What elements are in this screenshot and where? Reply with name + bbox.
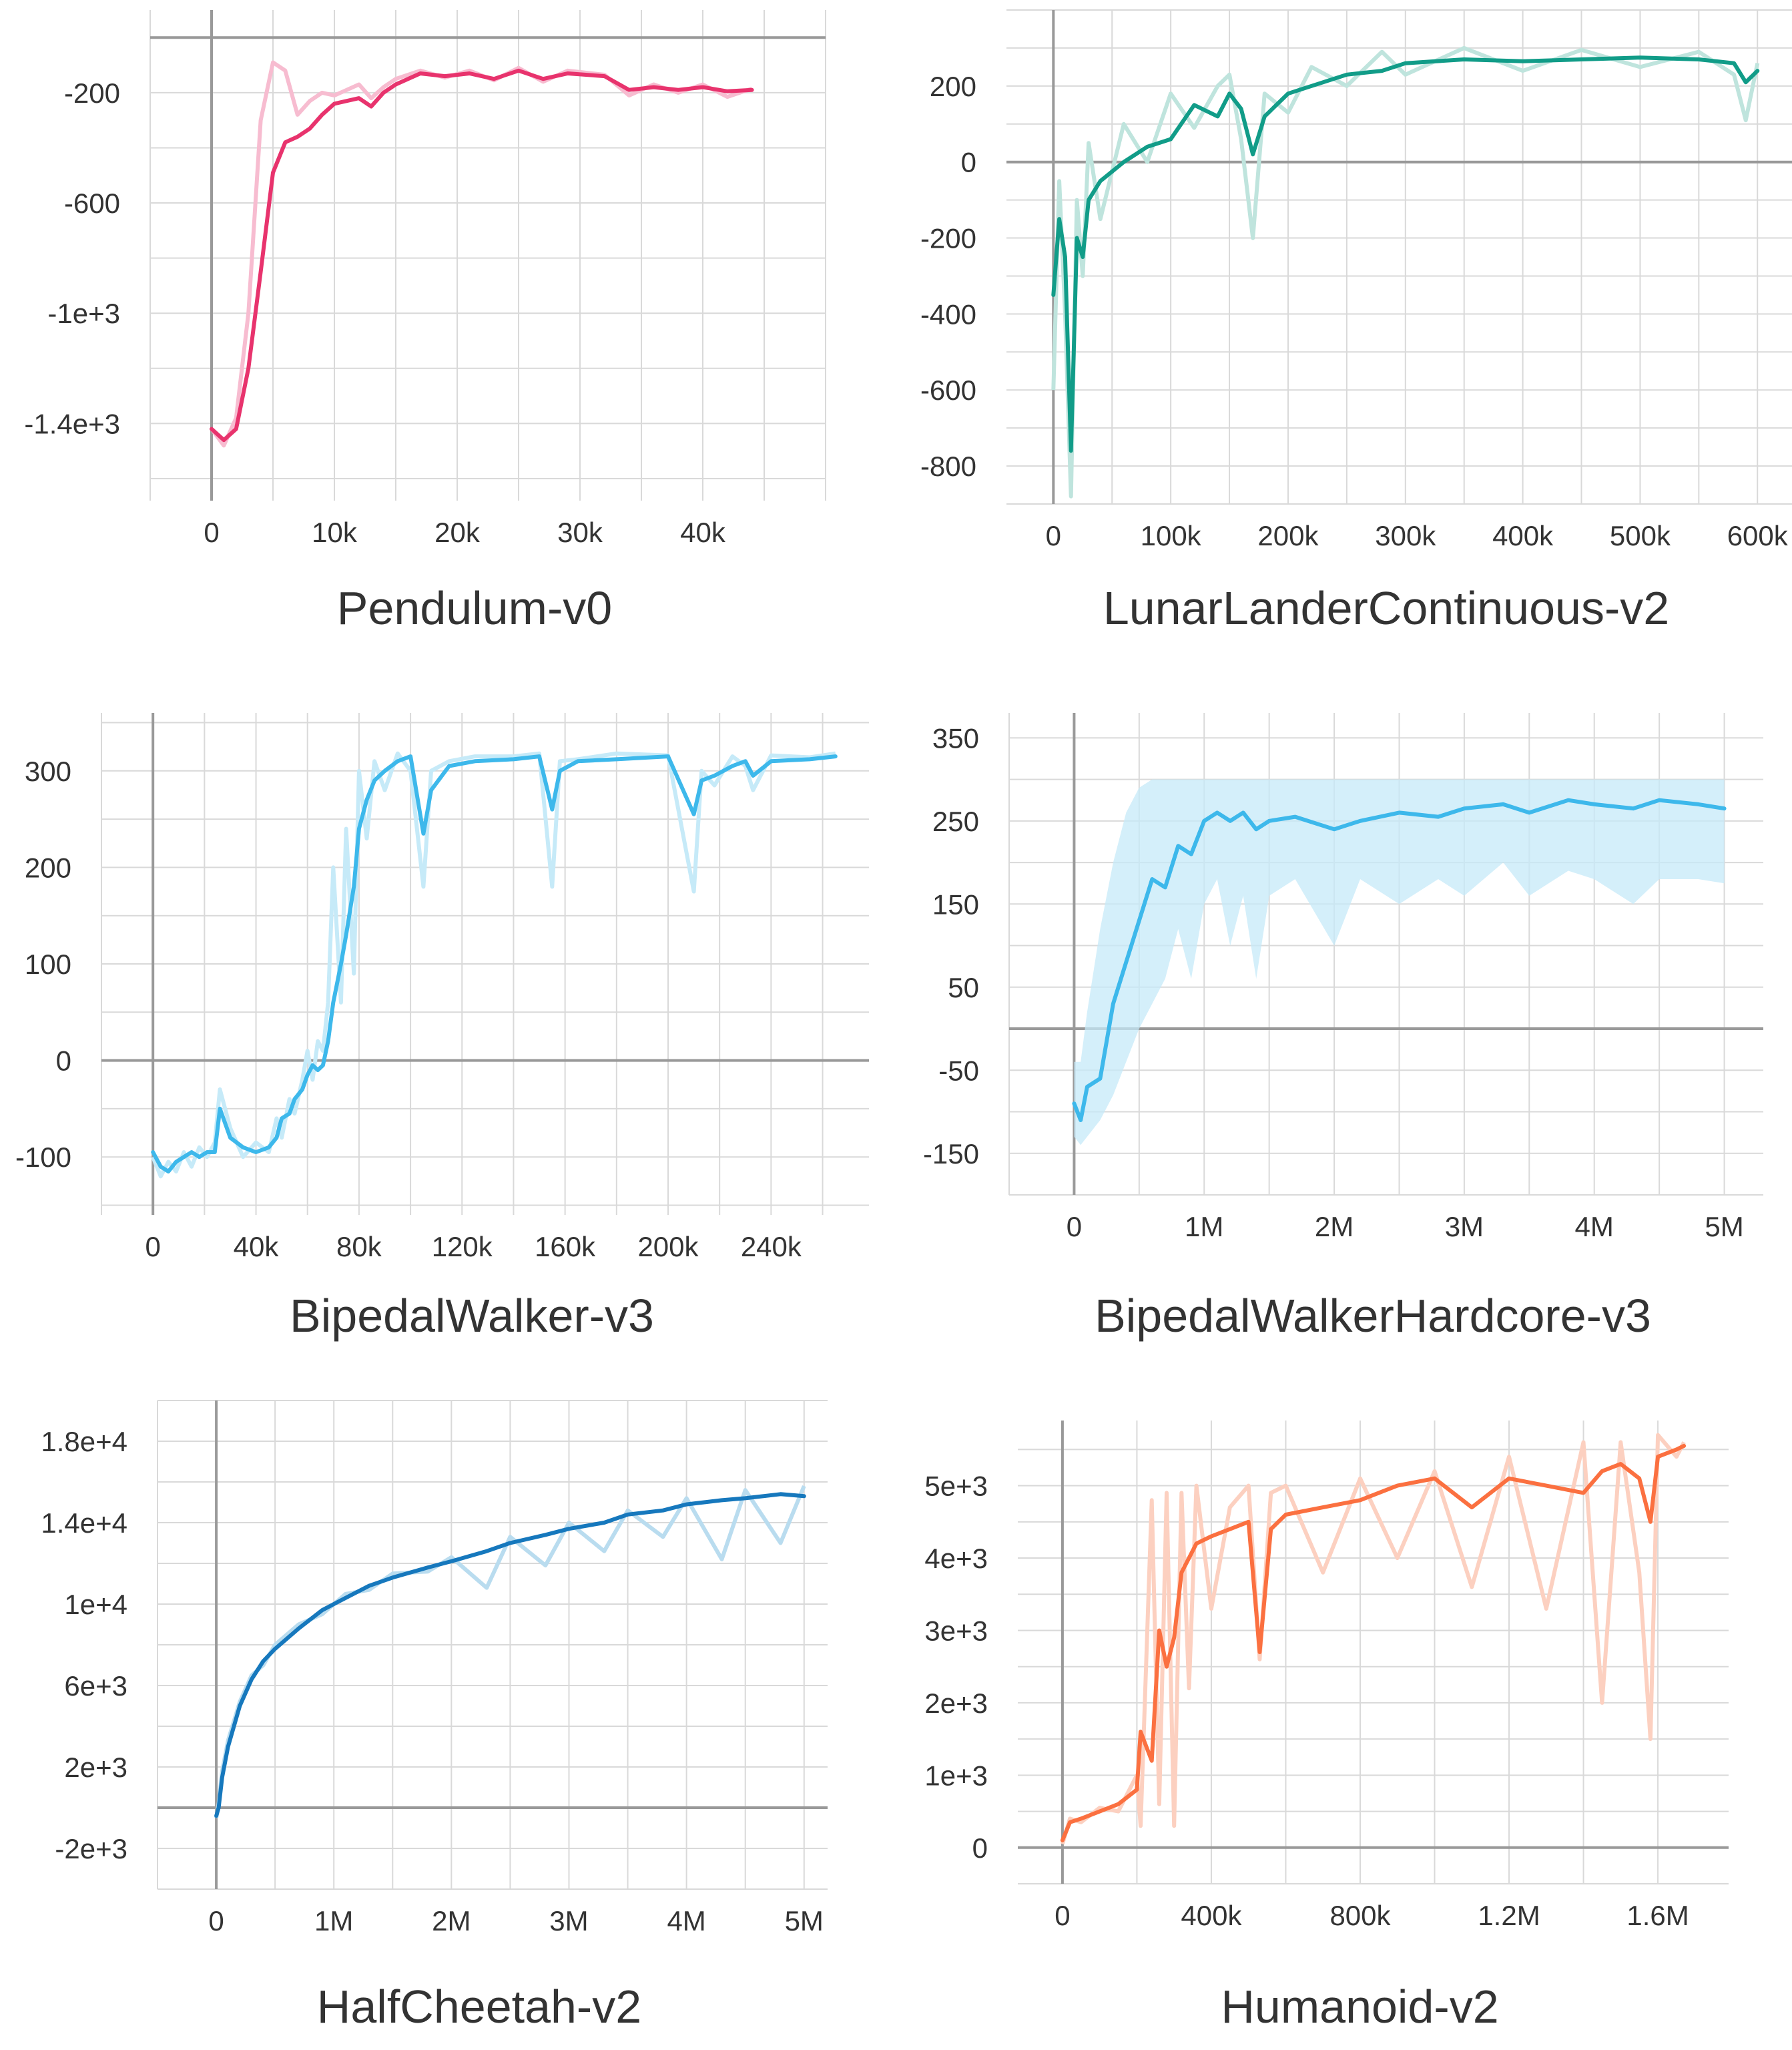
y-tick-label: -1e+3 xyxy=(47,298,120,329)
x-tick-label: 300k xyxy=(1375,520,1436,551)
y-tick-label: -600 xyxy=(920,374,976,406)
y-tick-label: -600 xyxy=(64,188,120,219)
x-tick-label: 40k xyxy=(234,1231,280,1262)
series-line xyxy=(1072,798,1727,1122)
x-tick-label: 80k xyxy=(336,1231,382,1262)
x-tick-label: 0 xyxy=(208,1905,224,1937)
chart-panel-1: 0 10k 20k 30k 40k -1.4e+3 -1e+3 -600 -200 Pendulu… xyxy=(24,10,826,634)
y-tick-label: -200 xyxy=(64,77,120,109)
series-line xyxy=(1051,55,1760,453)
x-tick-label: 100k xyxy=(1141,520,1202,551)
chart-panel-6: 0 400k 800k 1.2M 1.6M 0 1e+3 2e+3 3e+3 4e+3 5e+3 Hu… xyxy=(924,1421,1729,2033)
chart-title: BipedalWalker-v3 xyxy=(290,1290,654,1342)
chart-panel-3: 0 40k 80k 120k 160k 200k 240k -100 0 100 200 300 Bip… xyxy=(15,713,869,1342)
x-tick-label: 160k xyxy=(535,1231,596,1262)
x-tick-label: 0 xyxy=(145,1231,161,1262)
chart-title: HalfCheetah-v2 xyxy=(317,1981,641,2033)
y-tick-label: -2e+3 xyxy=(55,1833,127,1864)
y-tick-label: 150 xyxy=(932,888,979,920)
series-line xyxy=(1060,1444,1687,1842)
x-tick-label: 800k xyxy=(1329,1900,1391,1931)
x-tick-label: 5M xyxy=(785,1905,824,1937)
x-tick-label: 0 xyxy=(1067,1211,1082,1242)
x-tick-label: 500k xyxy=(1610,520,1671,551)
y-tick-label: -1.4e+3 xyxy=(24,408,120,439)
x-tick-label: 400k xyxy=(1181,1900,1242,1931)
y-tick-label: 2e+3 xyxy=(64,1752,127,1783)
x-tick-label: 40k xyxy=(680,517,726,548)
y-tick-label: -100 xyxy=(15,1141,71,1173)
x-tick-label: 200k xyxy=(1257,520,1319,551)
y-tick-label: 1.4e+4 xyxy=(41,1507,127,1539)
chart-title: BipedalWalkerHardcore-v3 xyxy=(1095,1290,1651,1342)
x-tick-label: 30k xyxy=(557,517,603,548)
y-tick-label: -200 xyxy=(920,223,976,254)
y-tick-label: 50 xyxy=(948,972,979,1003)
x-tick-label: 10k xyxy=(312,517,358,548)
series-band xyxy=(1074,779,1725,1145)
x-tick-label: 4M xyxy=(667,1905,705,1937)
x-tick-label: 400k xyxy=(1492,520,1554,551)
x-tick-label: 1M xyxy=(1185,1211,1223,1242)
x-tick-label: 1M xyxy=(314,1905,353,1937)
chart-title: LunarLanderContinuous-v2 xyxy=(1103,582,1669,634)
series-line xyxy=(210,68,754,443)
x-tick-label: 3M xyxy=(549,1905,588,1937)
chart-panel-5: 0 1M 2M 3M 4M 5M -2e+3 2e+3 6e+3 1e+4 1.4e+4 1.8e+4… xyxy=(41,1400,828,2033)
y-tick-label: 1e+4 xyxy=(64,1589,127,1620)
y-tick-label: 0 xyxy=(961,147,976,178)
y-tick-label: -400 xyxy=(920,298,976,330)
y-tick-label: 0 xyxy=(56,1045,71,1077)
chart-title: Pendulum-v0 xyxy=(337,582,612,634)
x-tick-label: 2M xyxy=(1315,1211,1354,1242)
y-tick-label: 5e+3 xyxy=(924,1471,988,1502)
series-line xyxy=(214,1492,806,1818)
series-raw-line xyxy=(1061,1433,1686,1845)
x-tick-label: 0 xyxy=(204,517,219,548)
y-tick-label: -800 xyxy=(920,451,976,482)
x-tick-label: 0 xyxy=(1046,520,1061,551)
x-tick-label: 200k xyxy=(637,1231,699,1262)
y-tick-label: -150 xyxy=(923,1138,979,1170)
x-tick-label: 1.6M xyxy=(1626,1900,1689,1931)
x-tick-label: 2M xyxy=(432,1905,471,1937)
y-tick-label: 2e+3 xyxy=(924,1688,988,1719)
series-raw-line xyxy=(1051,45,1760,499)
chart-title: Humanoid-v2 xyxy=(1221,1981,1498,2033)
y-tick-label: 350 xyxy=(932,722,979,754)
y-tick-label: 6e+3 xyxy=(64,1670,127,1702)
y-tick-label: 200 xyxy=(930,71,976,102)
y-tick-label: 250 xyxy=(932,806,979,837)
y-tick-label: 4e+3 xyxy=(924,1543,988,1574)
y-tick-label: 200 xyxy=(25,852,71,883)
y-tick-label: 300 xyxy=(25,756,71,787)
series-raw-line xyxy=(210,60,753,448)
x-tick-label: 1.2M xyxy=(1478,1900,1540,1931)
x-tick-label: 3M xyxy=(1445,1211,1484,1242)
x-tick-label: 4M xyxy=(1575,1211,1614,1242)
x-tick-label: 240k xyxy=(741,1231,802,1262)
x-tick-label: 600k xyxy=(1727,520,1789,551)
y-tick-label: 1e+3 xyxy=(924,1760,988,1791)
chart-panel-4: 0 1M 2M 3M 4M 5M -150 -50 50 150 250 350 BipedalWalk… xyxy=(923,713,1763,1342)
y-tick-label: -50 xyxy=(938,1055,979,1086)
chart-panel-2: 0 100k 200k 300k 400k 500k 600k -800 -600 -400 -20… xyxy=(920,9,1792,634)
y-tick-label: 3e+3 xyxy=(924,1615,988,1646)
y-tick-label: 1.8e+4 xyxy=(41,1426,127,1457)
y-tick-label: 0 xyxy=(972,1832,988,1864)
y-tick-label: 100 xyxy=(25,949,71,980)
x-tick-label: 0 xyxy=(1055,1900,1070,1931)
x-tick-label: 120k xyxy=(432,1231,493,1262)
series-line xyxy=(151,754,838,1174)
x-tick-label: 20k xyxy=(434,517,481,548)
x-tick-label: 5M xyxy=(1705,1211,1743,1242)
